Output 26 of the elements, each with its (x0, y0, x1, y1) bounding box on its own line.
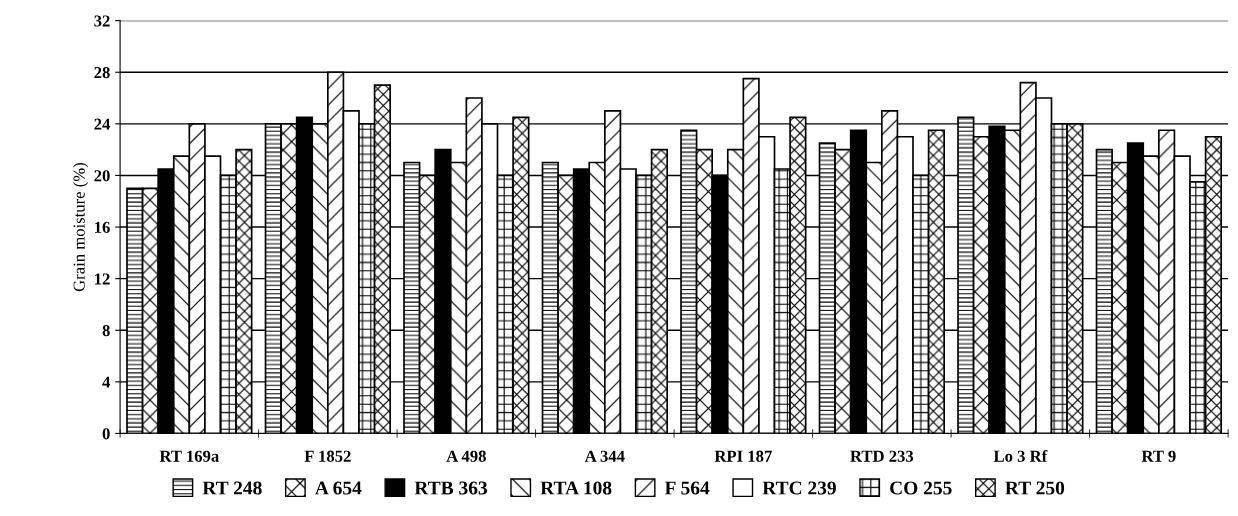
x-tick-label: RTD 233 (850, 450, 914, 462)
y-tick-label: 8 (102, 324, 110, 337)
legend-label: RTB 363 (414, 481, 487, 495)
legend-label: RTC 239 (762, 481, 836, 495)
y-axis-title: Grain moisture (%) (73, 162, 89, 292)
legend-label: A 654 (315, 481, 362, 495)
x-tick-label: RT 169a (159, 450, 219, 462)
legend-label: RTA 108 (540, 481, 612, 495)
legend-label: RT 248 (202, 481, 262, 495)
y-tick-label: 24 (94, 118, 111, 130)
legend-label: CO 255 (890, 481, 952, 495)
y-tick-label: 16 (95, 221, 110, 233)
y-tick-label: 28 (94, 66, 110, 79)
x-tick-label: A 498 (446, 450, 486, 462)
y-tick-label: 32 (94, 15, 110, 27)
y-tick-label: 20 (94, 170, 110, 182)
y-tick-label: 4 (102, 376, 111, 388)
y-tick-label: 12 (95, 273, 110, 285)
x-tick-label: RT 9 (1141, 450, 1176, 462)
x-tick-label: F 1852 (304, 450, 351, 462)
x-tick-label: A 344 (584, 450, 625, 462)
legend-label: F 564 (664, 481, 710, 495)
legend-label: RT 250 (1005, 481, 1065, 495)
y-tick-label: 0 (102, 428, 110, 440)
x-tick-label: Lo 3 Rf (993, 449, 1048, 462)
x-tick-label: RPI 187 (714, 450, 772, 462)
